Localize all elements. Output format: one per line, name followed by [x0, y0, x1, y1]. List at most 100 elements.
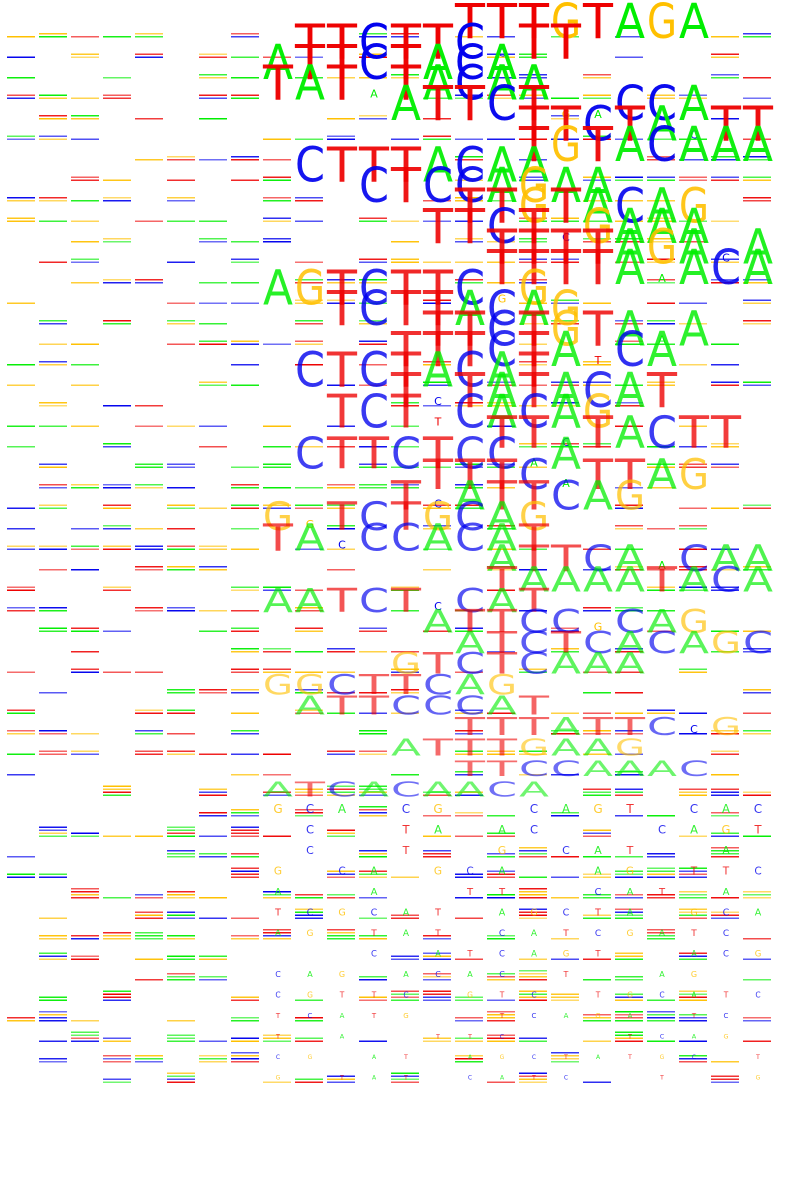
background-mark — [423, 630, 451, 633]
background-mark — [455, 1020, 483, 1022]
faint-letter: G — [563, 950, 570, 960]
background-mark — [391, 484, 419, 486]
background-mark — [135, 484, 163, 486]
sequence-letter: G — [647, 0, 677, 50]
background-mark — [103, 996, 131, 999]
sequence-letter: T — [454, 179, 486, 234]
sequence-letter: A — [647, 321, 677, 378]
background-mark — [551, 443, 579, 445]
sequence-letter: C — [679, 539, 709, 581]
background-mark — [199, 1058, 227, 1060]
sequence-letter: G — [583, 199, 613, 255]
background-mark — [711, 507, 739, 510]
sequence-letter: A — [551, 734, 583, 762]
background-mark — [167, 507, 195, 510]
background-mark — [743, 97, 771, 100]
background-mark — [359, 806, 387, 808]
background-mark — [359, 279, 387, 281]
background-mark — [7, 856, 35, 858]
background-mark — [199, 343, 227, 346]
sequence-letter: T — [454, 301, 486, 357]
background-mark — [231, 835, 259, 838]
background-mark — [71, 343, 99, 346]
background-mark — [487, 36, 515, 38]
background-mark — [7, 200, 35, 202]
sequence-letter: T — [518, 406, 550, 459]
background-mark — [359, 384, 387, 387]
background-mark — [135, 835, 163, 838]
sequence-letter: C — [455, 494, 485, 540]
background-mark — [327, 77, 355, 79]
faint-letter: T — [626, 844, 634, 857]
background-mark — [647, 569, 675, 571]
sequence-letter: C — [583, 364, 613, 419]
background-mark — [231, 56, 259, 59]
sequence-letter: T — [518, 199, 550, 255]
sequence-letter: C — [519, 452, 549, 500]
sequence-letter: C — [487, 281, 517, 337]
background-mark — [615, 692, 643, 694]
background-mark — [103, 938, 131, 940]
sequence-letter: T — [357, 670, 391, 701]
background-mark — [519, 1040, 547, 1043]
background-mark — [455, 1058, 483, 1060]
background-mark — [295, 1078, 323, 1081]
background-mark — [199, 74, 227, 76]
background-mark — [455, 750, 483, 753]
background-mark — [551, 118, 579, 120]
sequence-letter: C — [455, 55, 485, 111]
background-mark — [615, 794, 643, 797]
background-mark — [39, 832, 67, 835]
background-mark — [199, 689, 227, 691]
background-mark — [167, 917, 195, 920]
background-mark — [167, 569, 195, 571]
background-mark — [711, 897, 739, 899]
background-mark — [359, 630, 387, 633]
background-mark — [39, 826, 67, 829]
background-mark — [519, 668, 547, 671]
background-mark — [263, 774, 291, 776]
background-mark — [199, 241, 227, 243]
sequence-letter: A — [423, 777, 454, 801]
faint-letter: C — [338, 866, 345, 878]
background-mark — [487, 53, 515, 56]
sequence-letter: A — [679, 0, 709, 50]
sequence-letter: T — [485, 604, 518, 641]
sequence-letter: T — [645, 559, 677, 600]
background-mark — [231, 487, 259, 489]
background-mark — [487, 466, 515, 469]
background-mark — [7, 607, 35, 609]
background-mark — [167, 487, 195, 489]
background-mark — [39, 569, 67, 571]
background-mark — [39, 320, 67, 322]
background-mark — [39, 405, 67, 407]
sequence-letter: T — [390, 55, 422, 111]
sequence-letter: C — [455, 138, 485, 194]
background-mark — [679, 794, 707, 797]
faint-letter: C — [660, 1033, 665, 1041]
sequence-letter: A — [679, 199, 709, 255]
faint-letter: T — [723, 991, 729, 1000]
background-mark — [263, 929, 291, 931]
background-mark — [455, 733, 483, 735]
background-mark — [487, 548, 515, 551]
background-mark — [167, 750, 195, 753]
background-mark — [711, 53, 739, 56]
background-mark — [327, 299, 355, 302]
sequence-letter: T — [518, 0, 549, 50]
sequence-letter: G — [519, 494, 549, 540]
background-mark — [519, 74, 547, 76]
background-mark — [583, 958, 611, 961]
sequence-letter: A — [487, 581, 517, 621]
background-mark — [647, 320, 675, 322]
faint-letter: C — [755, 991, 760, 1000]
sequence-letter: A — [679, 75, 709, 131]
sequence-letter: A — [615, 221, 645, 276]
sequence-letter: T — [454, 321, 485, 378]
sequence-letter: G — [551, 0, 581, 50]
background-mark — [199, 835, 227, 838]
background-mark — [519, 176, 547, 179]
sequence-letter: T — [390, 386, 422, 440]
sequence-letter: A — [551, 559, 581, 600]
background-mark — [327, 873, 355, 876]
